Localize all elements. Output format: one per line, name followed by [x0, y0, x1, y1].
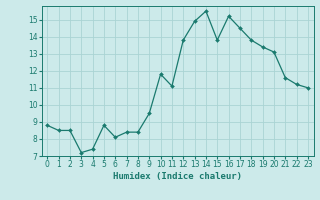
X-axis label: Humidex (Indice chaleur): Humidex (Indice chaleur) [113, 172, 242, 181]
